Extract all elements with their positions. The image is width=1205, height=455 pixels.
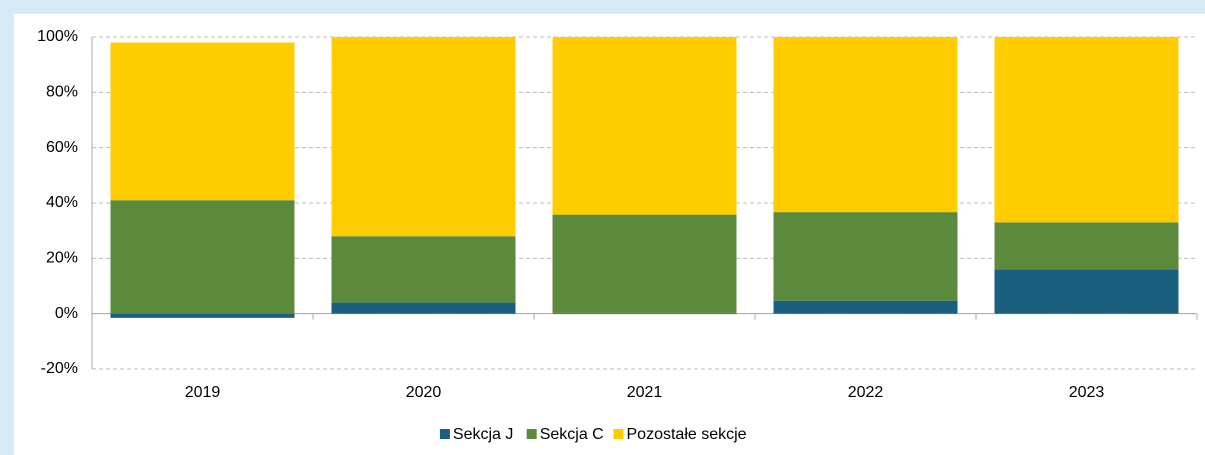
bar-segment [773, 37, 958, 213]
bar-segment [331, 236, 516, 303]
legend-swatch [526, 429, 537, 439]
bar-segment [552, 37, 737, 215]
x-tick-label: 2023 [1069, 384, 1105, 401]
bar-segment [110, 200, 295, 314]
y-tick-label: -20% [41, 360, 78, 377]
bar-segment [994, 269, 1179, 314]
bar-segment [994, 37, 1179, 223]
y-tick-label: 40% [46, 194, 78, 211]
bar-segment [331, 302, 516, 314]
bar-segment [110, 42, 295, 201]
x-tick-label: 2019 [185, 384, 221, 401]
legend-label: Sekcja C [540, 426, 604, 443]
bar-segment [773, 212, 958, 301]
y-tick-label: 60% [46, 139, 78, 156]
bar-segment [331, 37, 516, 237]
x-tick-label: 2022 [848, 384, 884, 401]
bar-segment [552, 312, 737, 314]
legend-swatch [439, 429, 450, 439]
bar-segment [110, 313, 295, 318]
x-tick-label: 2020 [406, 384, 442, 401]
bar-segment [994, 222, 1179, 270]
bar-segment [773, 300, 958, 314]
y-tick-label: 0% [55, 305, 78, 322]
y-tick-label: 80% [46, 84, 78, 101]
x-tick-label: 2021 [627, 384, 663, 401]
bar-segment [552, 214, 737, 313]
legend-label: Sekcja J [453, 426, 513, 443]
y-tick-label: 100% [37, 28, 78, 45]
legend-label: Pozostałe sekcje [627, 426, 747, 443]
y-tick-label: 20% [46, 250, 78, 267]
legend-swatch [613, 429, 624, 439]
